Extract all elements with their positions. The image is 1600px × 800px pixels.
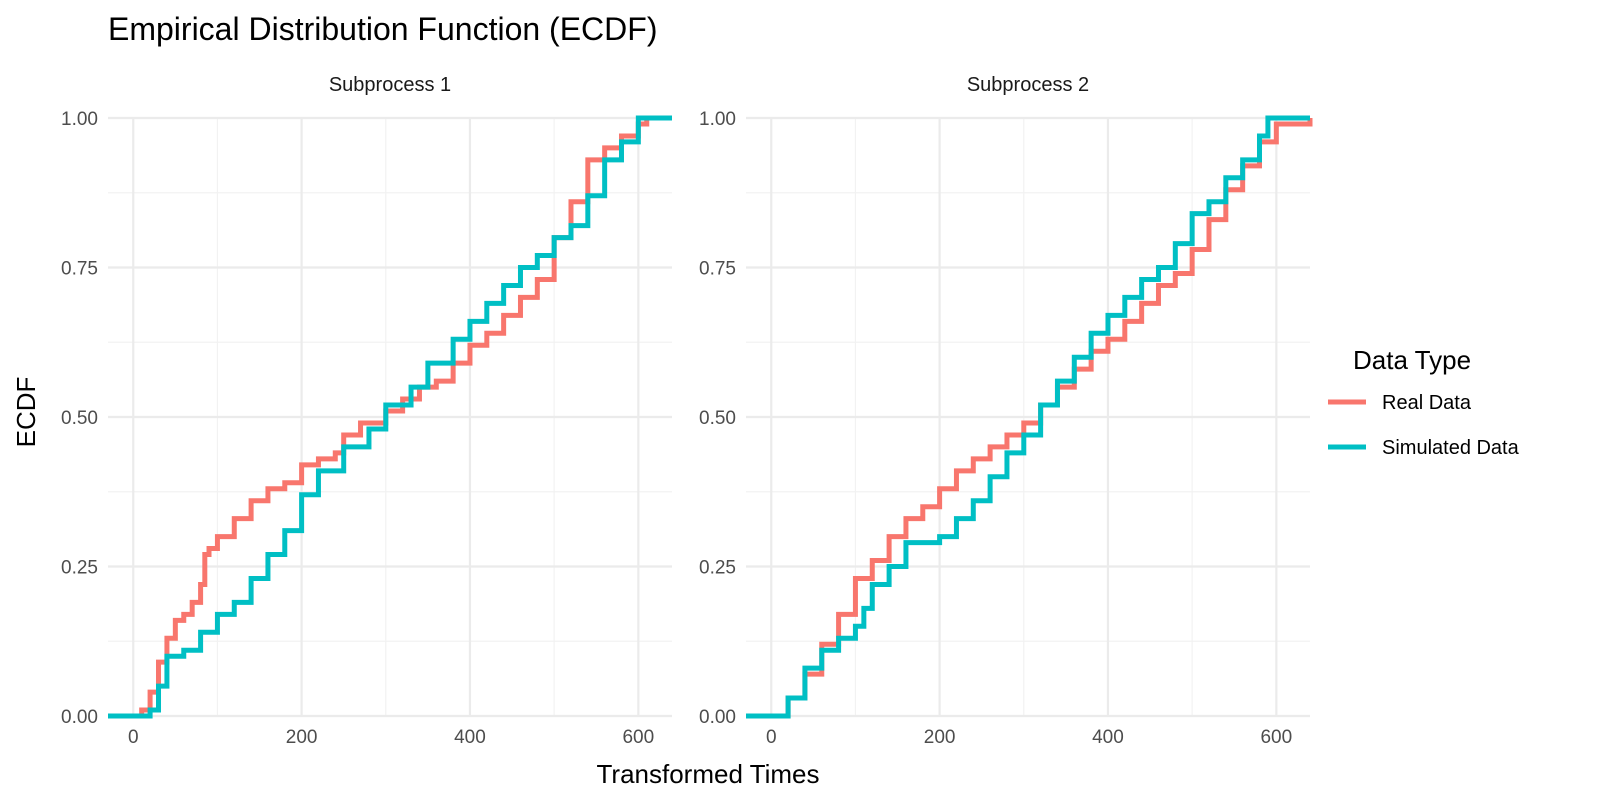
legend: Data Type Real Data Simulated Data xyxy=(1328,345,1520,459)
y-tick-label: 0.00 xyxy=(61,707,98,728)
y-tick-label: 1.00 xyxy=(61,109,98,130)
legend-label: Simulated Data xyxy=(1382,437,1520,459)
x-tick-label: 400 xyxy=(454,727,486,748)
series-line-real-data xyxy=(746,118,1313,719)
x-tick-label: 0 xyxy=(128,727,139,748)
facet-label: Subprocess 2 xyxy=(967,74,1089,96)
x-tick-label: 200 xyxy=(924,727,956,748)
legend-label: Real Data xyxy=(1382,392,1472,414)
y-tick-label: 0.50 xyxy=(699,408,736,429)
facet-panels: Subprocess 1 0 200 400 600 0.00 0.25 0.50 0.75 1.… xyxy=(61,74,1313,748)
chart-title: Empirical Distribution Function (ECDF) xyxy=(108,11,657,47)
x-tick-label: 400 xyxy=(1092,727,1124,748)
x-tick-label: 200 xyxy=(286,727,318,748)
y-tick-label: 0.75 xyxy=(699,259,736,280)
legend-title: Data Type xyxy=(1353,345,1471,375)
x-axis-title: Transformed Times xyxy=(597,759,820,789)
y-tick-label: 0.75 xyxy=(61,259,98,280)
y-tick-label: 0.00 xyxy=(699,707,736,728)
y-tick-label: 0.50 xyxy=(61,408,98,429)
x-tick-label: 600 xyxy=(1260,727,1292,748)
facet-label: Subprocess 1 xyxy=(329,74,451,96)
facet-panel: Subprocess 1 0 200 400 600 0.00 0.25 0.50 0.75 1.… xyxy=(61,74,672,748)
y-axis-title: ECDF xyxy=(11,377,41,448)
series-line-simulated-data xyxy=(746,115,1310,719)
y-tick-label: 0.25 xyxy=(699,558,736,579)
y-tick-label: 0.25 xyxy=(61,558,98,579)
series-line-simulated-data xyxy=(108,115,672,719)
y-tick-label: 1.00 xyxy=(699,109,736,130)
facet-panel: Subprocess 2 0 200 400 600 0.00 0.25 0.50 0.75 1.… xyxy=(699,74,1313,748)
legend-entries: Real Data Simulated Data xyxy=(1328,392,1520,459)
x-tick-label: 600 xyxy=(622,727,654,748)
x-tick-label: 0 xyxy=(766,727,777,748)
